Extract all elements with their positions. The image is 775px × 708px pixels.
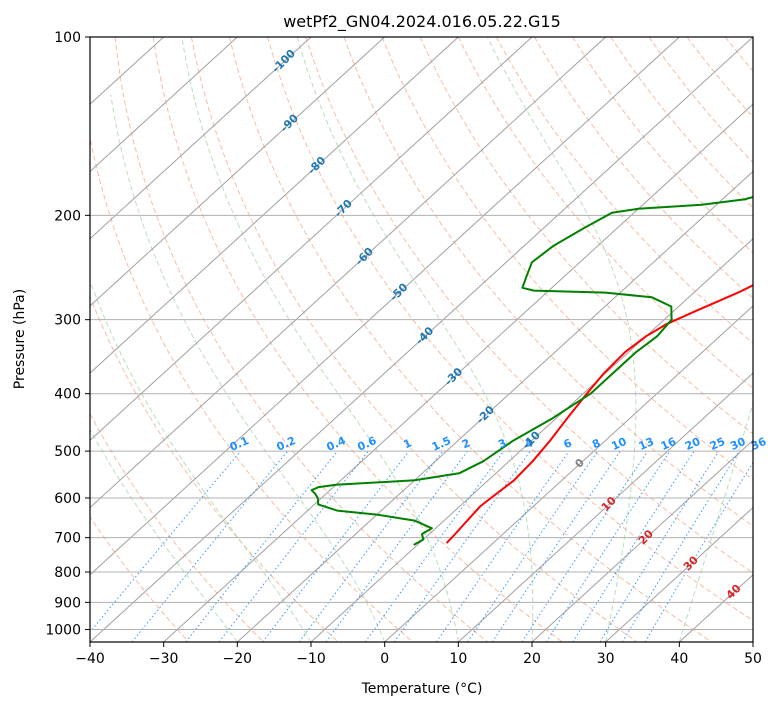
dry-adiabat-line (343, 37, 753, 527)
isotherm-line (90, 37, 312, 240)
mixing-ratio-line (435, 450, 570, 642)
mixing-ratio-line (185, 450, 338, 642)
mixing-ratio-line (621, 450, 740, 642)
x-tick-label: 20 (523, 651, 541, 667)
moist-adiabat-line (486, 37, 637, 642)
dry-adiabat-line (190, 37, 638, 642)
mixing-ratio-line (298, 450, 444, 642)
x-tick-label: 40 (670, 651, 688, 667)
dry-adiabat-line (648, 37, 753, 164)
dry-adiabat-line (572, 37, 753, 254)
isotherm-line (90, 37, 533, 442)
pressure-grid (90, 37, 753, 630)
mixing-ratio-label: 13 (637, 435, 656, 453)
x-axis-ticks: −40 −30 −20 −10 0 10 20 30 40 50 (75, 642, 762, 667)
isotherm-line (605, 506, 753, 642)
isotherm-line (90, 37, 753, 642)
dry-adiabat-line (90, 135, 414, 642)
mixing-ratio-label: 36 (749, 435, 769, 453)
isotherm-line (90, 37, 680, 576)
y-tick-label: 200 (54, 208, 81, 224)
dry-adiabat-line (381, 37, 753, 481)
mixing-ratio-label: 20 (683, 435, 703, 453)
x-tick-label: −20 (223, 651, 253, 667)
x-axis-label: Temperature (°C) (361, 681, 483, 697)
mixing-ratio-line (262, 450, 410, 642)
dry-adiabat-line (267, 37, 753, 622)
isotherm-line (163, 103, 753, 642)
moist-adiabat-line (181, 37, 459, 642)
x-tick-label: −10 (296, 651, 326, 667)
dry-adiabat-line (534, 37, 753, 299)
x-tick-label: 50 (744, 651, 762, 667)
y-tick-label: 500 (54, 444, 81, 460)
isotherm-line (457, 372, 753, 642)
mixing-ratio-line (545, 450, 671, 642)
x-tick-label: 10 (449, 651, 467, 667)
dry-adiabat-line (152, 37, 563, 642)
y-axis-label: Pressure (hPa) (12, 289, 28, 389)
y-tick-label: 100 (54, 30, 81, 46)
y-tick-label: 300 (54, 313, 81, 329)
isotherm-line (236, 170, 753, 642)
dry-adiabat-line (90, 412, 264, 642)
y-tick-label: 900 (54, 595, 81, 611)
mixing-ratio-line (393, 450, 531, 642)
chart-title: wetPf2_GN04.2024.016.05.22.G15 (283, 12, 561, 32)
mixing-ratio-line (572, 450, 695, 642)
temperature-line (445, 284, 753, 544)
dry-adiabat-line (305, 37, 753, 574)
y-axis-ticks: 100 200 300 400 500 600 700 800 900 1000 (45, 30, 90, 638)
mixing-ratio-line (325, 450, 468, 642)
mixing-ratio-line (467, 450, 599, 642)
x-tick-label: 30 (597, 651, 615, 667)
mixing-ratio-line (491, 450, 621, 642)
plot-frame (89, 36, 754, 643)
dry-adiabat-line (229, 37, 712, 642)
profile-lines (310, 196, 753, 546)
y-tick-label: 400 (54, 387, 81, 403)
dewpoint-line (310, 196, 753, 546)
moist-adiabat-line (90, 428, 238, 642)
mixing-ratio-label: 16 (659, 435, 679, 453)
y-tick-label: 800 (54, 565, 81, 581)
x-tick-label: −30 (149, 651, 179, 667)
y-tick-label: 1000 (45, 622, 81, 638)
x-tick-label: −40 (75, 651, 105, 667)
x-tick-label: 0 (380, 651, 389, 667)
isotherm-line (90, 37, 459, 374)
mixing-ratio-label: 25 (708, 435, 727, 453)
moist-adiabat-line (110, 94, 386, 642)
moist-adiabat-line (678, 401, 753, 642)
isotherm-line (90, 37, 238, 173)
dry-adiabat-line (763, 37, 775, 642)
isotherm-line (384, 305, 753, 642)
mixing-ratio-line (90, 450, 242, 633)
mixing-ratio-label: 30 (728, 435, 748, 453)
isotherm-line (531, 439, 753, 642)
isotherm-line (90, 37, 386, 307)
mixing-ratio-label: 10 (609, 435, 629, 453)
dry-adiabat-line (495, 37, 753, 344)
isotherm-line (752, 641, 753, 642)
mixing-ratio-line (131, 450, 288, 642)
isotherm-line (90, 37, 607, 509)
y-tick-label: 600 (54, 491, 81, 507)
mixing-ratio-line (364, 450, 505, 642)
y-tick-label: 700 (54, 531, 81, 547)
moist-adiabat-line (296, 37, 534, 642)
mixing-ratio-line (521, 450, 649, 642)
dry-adiabat-line (457, 37, 753, 389)
